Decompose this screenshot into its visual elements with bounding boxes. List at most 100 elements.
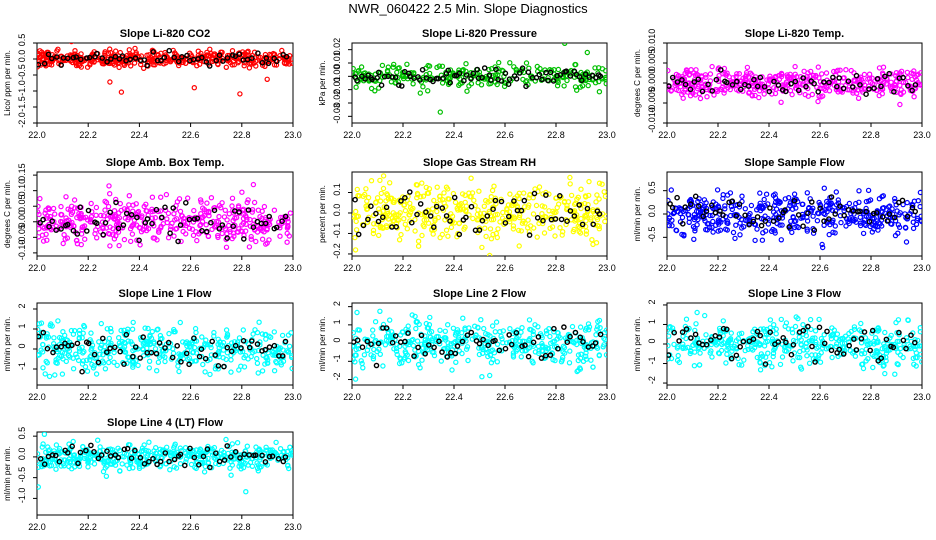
highlight-point: [273, 224, 280, 231]
data-point: [667, 333, 672, 339]
highlight-point: [899, 197, 906, 204]
data-point: [799, 201, 806, 207]
x-tick-label: 22.4: [131, 522, 149, 532]
data-point: [37, 219, 40, 225]
data-point: [485, 199, 491, 205]
data-point: [87, 354, 93, 360]
data-point: [419, 232, 425, 239]
highlight-point: [490, 206, 496, 212]
data-point: [450, 325, 457, 331]
data-point: [111, 236, 118, 242]
highlight-point: [383, 204, 390, 211]
highlight-point: [108, 56, 114, 62]
data-point: [284, 239, 290, 245]
data-point: [102, 366, 109, 372]
highlight-point: [365, 216, 371, 223]
data-point: [105, 359, 112, 366]
data-point: [132, 45, 138, 52]
data-point: [727, 212, 734, 219]
highlight-point: [70, 54, 77, 61]
data-point: [804, 353, 810, 359]
y-tick-label: -1.5: [17, 96, 27, 112]
data-point: [449, 218, 456, 225]
highlight-point: [724, 79, 730, 86]
highlight-point: [98, 452, 105, 458]
data-point: [794, 223, 800, 230]
highlight-point: [886, 211, 893, 217]
highlight-point: [775, 82, 782, 88]
data-point: [770, 209, 777, 215]
highlight-point: [182, 199, 189, 206]
data-point: [259, 236, 266, 242]
data-point: [843, 223, 849, 229]
data-point: [691, 236, 697, 242]
data-point: [512, 337, 519, 344]
data-point: [240, 29, 244, 33]
highlight-point: [780, 334, 787, 341]
data-point: [145, 325, 151, 332]
data-point: [521, 190, 527, 196]
data-point: [412, 228, 418, 234]
data-point: [742, 347, 748, 354]
highlight-point: [667, 201, 673, 207]
data-point: [40, 456, 46, 462]
data-point: [246, 244, 253, 250]
data-point: [162, 354, 168, 360]
data-point: [99, 219, 106, 225]
highlight-point: [368, 341, 374, 348]
highlight-point: [219, 222, 226, 228]
data-point: [78, 455, 84, 461]
x-tick-label: 22.2: [394, 392, 412, 402]
highlight-point: [695, 76, 702, 83]
data-point: [431, 349, 437, 355]
highlight-point: [513, 329, 520, 336]
data-point: [793, 218, 799, 224]
data-point: [761, 196, 767, 203]
highlight-point: [146, 458, 152, 465]
data-point: [852, 78, 858, 84]
data-point: [860, 365, 867, 372]
highlight-point: [547, 69, 554, 76]
data-point: [146, 339, 152, 345]
highlight-point: [555, 345, 561, 352]
data-point: [218, 447, 225, 454]
data-point: [140, 347, 146, 353]
data-point: [201, 469, 208, 475]
data-point: [358, 64, 365, 70]
highlight-point: [252, 452, 259, 459]
highlight-point: [683, 326, 690, 332]
data-point: [249, 427, 253, 431]
highlight-point: [112, 53, 119, 60]
y-axis-label: degrees C per min.: [633, 49, 642, 117]
highlight-point: [359, 344, 366, 351]
highlight-point: [737, 343, 744, 350]
data-point: [221, 214, 228, 220]
data-point: [37, 209, 41, 215]
data-point: [89, 219, 95, 225]
data-point: [822, 211, 828, 218]
highlight-point: [561, 324, 567, 330]
data-point: [571, 340, 577, 346]
data-point: [177, 208, 184, 215]
data-point: [289, 365, 293, 372]
highlight-point: [65, 55, 71, 62]
highlight-point: [137, 454, 144, 461]
data-point: [421, 223, 427, 230]
data-point: [363, 186, 369, 192]
data-point: [449, 367, 455, 373]
data-point: [244, 199, 250, 206]
data-point: [859, 348, 865, 354]
data-point: [452, 339, 458, 345]
x-tick-label: 22.6: [811, 392, 829, 402]
highlight-point: [283, 53, 290, 60]
data-point: [355, 192, 361, 199]
data-point: [919, 359, 922, 365]
data-point: [149, 328, 155, 335]
data-points: [37, 427, 293, 495]
data-point: [492, 195, 498, 201]
data-point: [602, 193, 607, 200]
data-point: [229, 48, 236, 54]
highlight-point: [746, 338, 753, 345]
